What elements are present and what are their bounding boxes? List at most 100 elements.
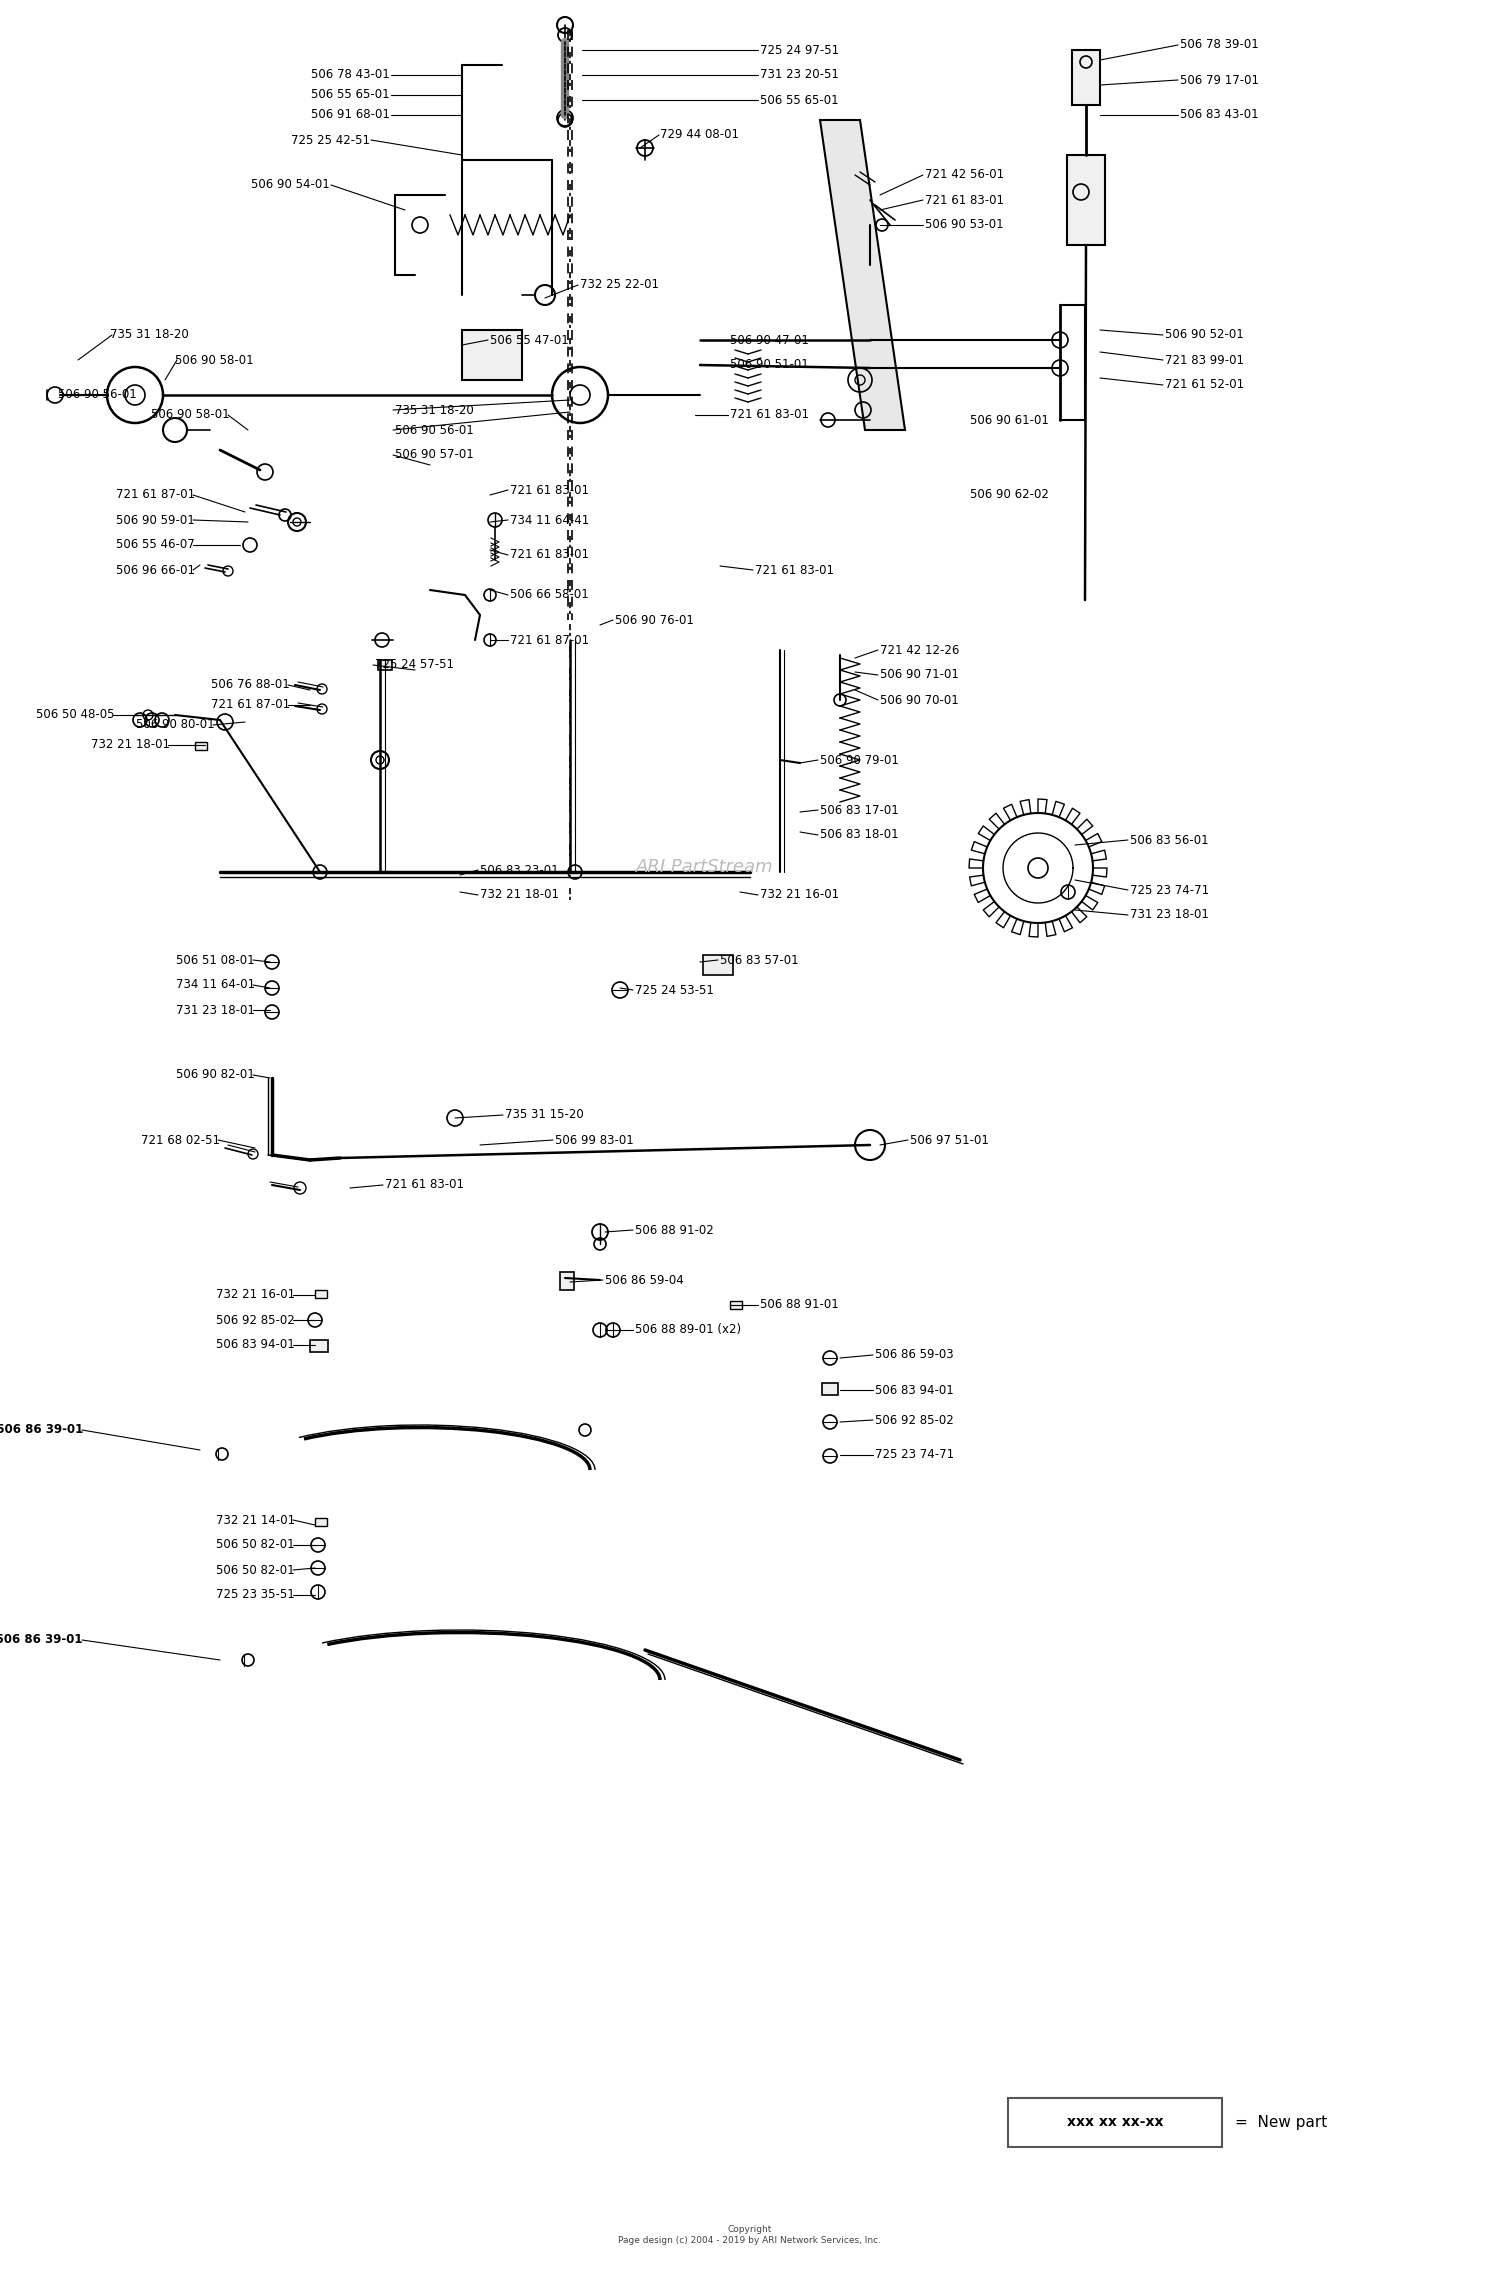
Text: 732 21 18-01: 732 21 18-01 bbox=[480, 890, 560, 901]
Text: 506 76 88-01: 506 76 88-01 bbox=[211, 677, 290, 691]
Text: 732 21 16-01: 732 21 16-01 bbox=[216, 1289, 296, 1302]
Text: 506 90 54-01: 506 90 54-01 bbox=[251, 178, 330, 192]
Text: 506 99 83-01: 506 99 83-01 bbox=[555, 1134, 633, 1147]
Text: Copyright
Page design (c) 2004 - 2019 by ARI Network Services, Inc.: Copyright Page design (c) 2004 - 2019 by… bbox=[618, 2226, 882, 2245]
Text: 721 61 83-01: 721 61 83-01 bbox=[510, 547, 590, 561]
Bar bbox=[195, 741, 207, 750]
Text: 725 25 42-51: 725 25 42-51 bbox=[291, 135, 370, 146]
Text: (Gas) 506 86 39-01: (Gas) 506 86 39-01 bbox=[0, 1633, 82, 1647]
Text: =  New part: = New part bbox=[1234, 2114, 1328, 2130]
Text: 725 24 53-51: 725 24 53-51 bbox=[634, 983, 714, 997]
Text: 506 88 91-01: 506 88 91-01 bbox=[760, 1298, 839, 1312]
Text: 731 23 20-51: 731 23 20-51 bbox=[760, 68, 839, 82]
Text: ARI PartStream: ARI PartStream bbox=[636, 858, 774, 876]
Bar bbox=[315, 1517, 327, 1526]
Text: 721 61 83-01: 721 61 83-01 bbox=[926, 194, 1004, 208]
Text: 506 83 57-01: 506 83 57-01 bbox=[720, 953, 798, 967]
Text: 506 97 51-01: 506 97 51-01 bbox=[910, 1134, 989, 1147]
Text: 506 90 58-01: 506 90 58-01 bbox=[152, 408, 230, 422]
Bar bbox=[1066, 155, 1106, 244]
Text: 729 44 08-01: 729 44 08-01 bbox=[660, 128, 740, 141]
Text: 506 86 59-04: 506 86 59-04 bbox=[604, 1273, 684, 1286]
Text: 506 78 43-01: 506 78 43-01 bbox=[312, 68, 390, 82]
Text: 732 21 18-01: 732 21 18-01 bbox=[92, 739, 170, 750]
Text: 731 23 18-01: 731 23 18-01 bbox=[176, 1004, 255, 1017]
Text: 721 61 83-01: 721 61 83-01 bbox=[730, 408, 809, 422]
Text: 506 83 43-01: 506 83 43-01 bbox=[1180, 109, 1258, 121]
Text: 506 90 61-01: 506 90 61-01 bbox=[970, 413, 1048, 427]
Bar bbox=[378, 659, 392, 671]
Text: 725 24 97-51: 725 24 97-51 bbox=[760, 43, 839, 57]
Text: 721 61 87-01: 721 61 87-01 bbox=[116, 488, 195, 502]
Text: 506 90 51-01: 506 90 51-01 bbox=[730, 358, 809, 372]
Bar bbox=[310, 1339, 328, 1353]
Text: 506 90 71-01: 506 90 71-01 bbox=[880, 668, 959, 682]
Bar bbox=[462, 331, 522, 381]
Text: 506 90 82-01: 506 90 82-01 bbox=[177, 1068, 255, 1081]
Text: 506 50 82-01: 506 50 82-01 bbox=[216, 1537, 296, 1551]
Text: 506 92 85-02: 506 92 85-02 bbox=[874, 1414, 954, 1426]
Text: 721 42 12-26: 721 42 12-26 bbox=[880, 643, 960, 657]
Text: 506 50 82-01: 506 50 82-01 bbox=[216, 1562, 296, 1576]
Text: 506 90 47-01: 506 90 47-01 bbox=[730, 333, 809, 347]
Text: 735 31 15-20: 735 31 15-20 bbox=[506, 1109, 584, 1122]
Text: 721 42 56-01: 721 42 56-01 bbox=[926, 169, 1004, 182]
Text: 735 31 18-20: 735 31 18-20 bbox=[110, 328, 189, 342]
Text: 506 90 76-01: 506 90 76-01 bbox=[615, 614, 695, 627]
Text: 506 83 94-01: 506 83 94-01 bbox=[216, 1339, 296, 1353]
Text: 506 92 85-02: 506 92 85-02 bbox=[216, 1314, 296, 1328]
Text: 506 55 65-01: 506 55 65-01 bbox=[312, 89, 390, 100]
Text: 506 90 56-01: 506 90 56-01 bbox=[394, 424, 474, 436]
Bar bbox=[560, 1273, 574, 1291]
Text: 732 25 22-01: 732 25 22-01 bbox=[580, 278, 658, 292]
Polygon shape bbox=[821, 121, 904, 431]
Text: 506 90 59-01: 506 90 59-01 bbox=[117, 513, 195, 527]
Bar bbox=[315, 1291, 327, 1298]
Text: 506 88 89-01 (x2): 506 88 89-01 (x2) bbox=[634, 1323, 741, 1337]
Text: 721 61 83-01: 721 61 83-01 bbox=[754, 563, 834, 577]
Text: 725 23 74-71: 725 23 74-71 bbox=[1130, 883, 1209, 896]
Text: 506 51 08-01: 506 51 08-01 bbox=[177, 953, 255, 967]
Text: 506 90 70-01: 506 90 70-01 bbox=[880, 693, 959, 707]
Text: 506 78 39-01: 506 78 39-01 bbox=[1180, 39, 1258, 52]
Text: 725 23 35-51: 725 23 35-51 bbox=[216, 1588, 296, 1601]
Text: 506 55 46-07: 506 55 46-07 bbox=[117, 538, 195, 552]
Text: 721 68 02-51: 721 68 02-51 bbox=[141, 1134, 220, 1147]
Text: 506 90 52-01: 506 90 52-01 bbox=[1166, 328, 1244, 342]
Text: xxx xx xx-xx: xxx xx xx-xx bbox=[1066, 2114, 1164, 2130]
Text: 506 83 17-01: 506 83 17-01 bbox=[821, 803, 898, 817]
Text: 506 90 79-01: 506 90 79-01 bbox=[821, 753, 898, 766]
Text: 725 23 74-71: 725 23 74-71 bbox=[874, 1448, 954, 1462]
Text: 506 90 56-01: 506 90 56-01 bbox=[58, 388, 136, 401]
Text: 506 90 57-01: 506 90 57-01 bbox=[394, 449, 474, 461]
FancyBboxPatch shape bbox=[1008, 2099, 1222, 2146]
Text: 506 83 18-01: 506 83 18-01 bbox=[821, 828, 898, 842]
Text: 721 61 52-01: 721 61 52-01 bbox=[1166, 379, 1244, 392]
Text: 506 83 56-01: 506 83 56-01 bbox=[1130, 833, 1209, 846]
Text: 506 55 47-01: 506 55 47-01 bbox=[490, 333, 568, 347]
Text: 506 96 66-01: 506 96 66-01 bbox=[116, 563, 195, 577]
Text: 735 31 18-20: 735 31 18-20 bbox=[394, 404, 474, 417]
Bar bbox=[730, 1300, 742, 1309]
Text: 506 50 48-05: 506 50 48-05 bbox=[36, 709, 116, 721]
Text: 506 86 59-03: 506 86 59-03 bbox=[874, 1348, 954, 1362]
Text: 725 24 57-51: 725 24 57-51 bbox=[375, 659, 454, 671]
Text: 732 21 14-01: 732 21 14-01 bbox=[216, 1515, 296, 1526]
Text: 506 66 58-01: 506 66 58-01 bbox=[510, 588, 588, 602]
Text: (Choke) 506 86 39-01: (Choke) 506 86 39-01 bbox=[0, 1423, 82, 1437]
Text: 506 79 17-01: 506 79 17-01 bbox=[1180, 73, 1258, 87]
Text: 506 91 68-01: 506 91 68-01 bbox=[310, 109, 390, 121]
Text: 721 61 83-01: 721 61 83-01 bbox=[510, 484, 590, 497]
Text: 506 55 65-01: 506 55 65-01 bbox=[760, 94, 839, 107]
Text: 721 61 87-01: 721 61 87-01 bbox=[211, 698, 290, 712]
Text: 506 90 62-02: 506 90 62-02 bbox=[970, 488, 1048, 502]
Text: 506 90 53-01: 506 90 53-01 bbox=[926, 219, 1004, 230]
Text: 732 21 16-01: 732 21 16-01 bbox=[760, 890, 839, 901]
Bar bbox=[1072, 50, 1100, 105]
Text: 506 83 23-01: 506 83 23-01 bbox=[480, 864, 558, 876]
Text: 734 11 64-01: 734 11 64-01 bbox=[176, 979, 255, 992]
Text: 721 61 87-01: 721 61 87-01 bbox=[510, 634, 590, 646]
Text: 506 90 58-01: 506 90 58-01 bbox=[176, 354, 254, 367]
Text: 721 61 83-01: 721 61 83-01 bbox=[386, 1179, 464, 1191]
Text: 721 83 99-01: 721 83 99-01 bbox=[1166, 354, 1244, 367]
